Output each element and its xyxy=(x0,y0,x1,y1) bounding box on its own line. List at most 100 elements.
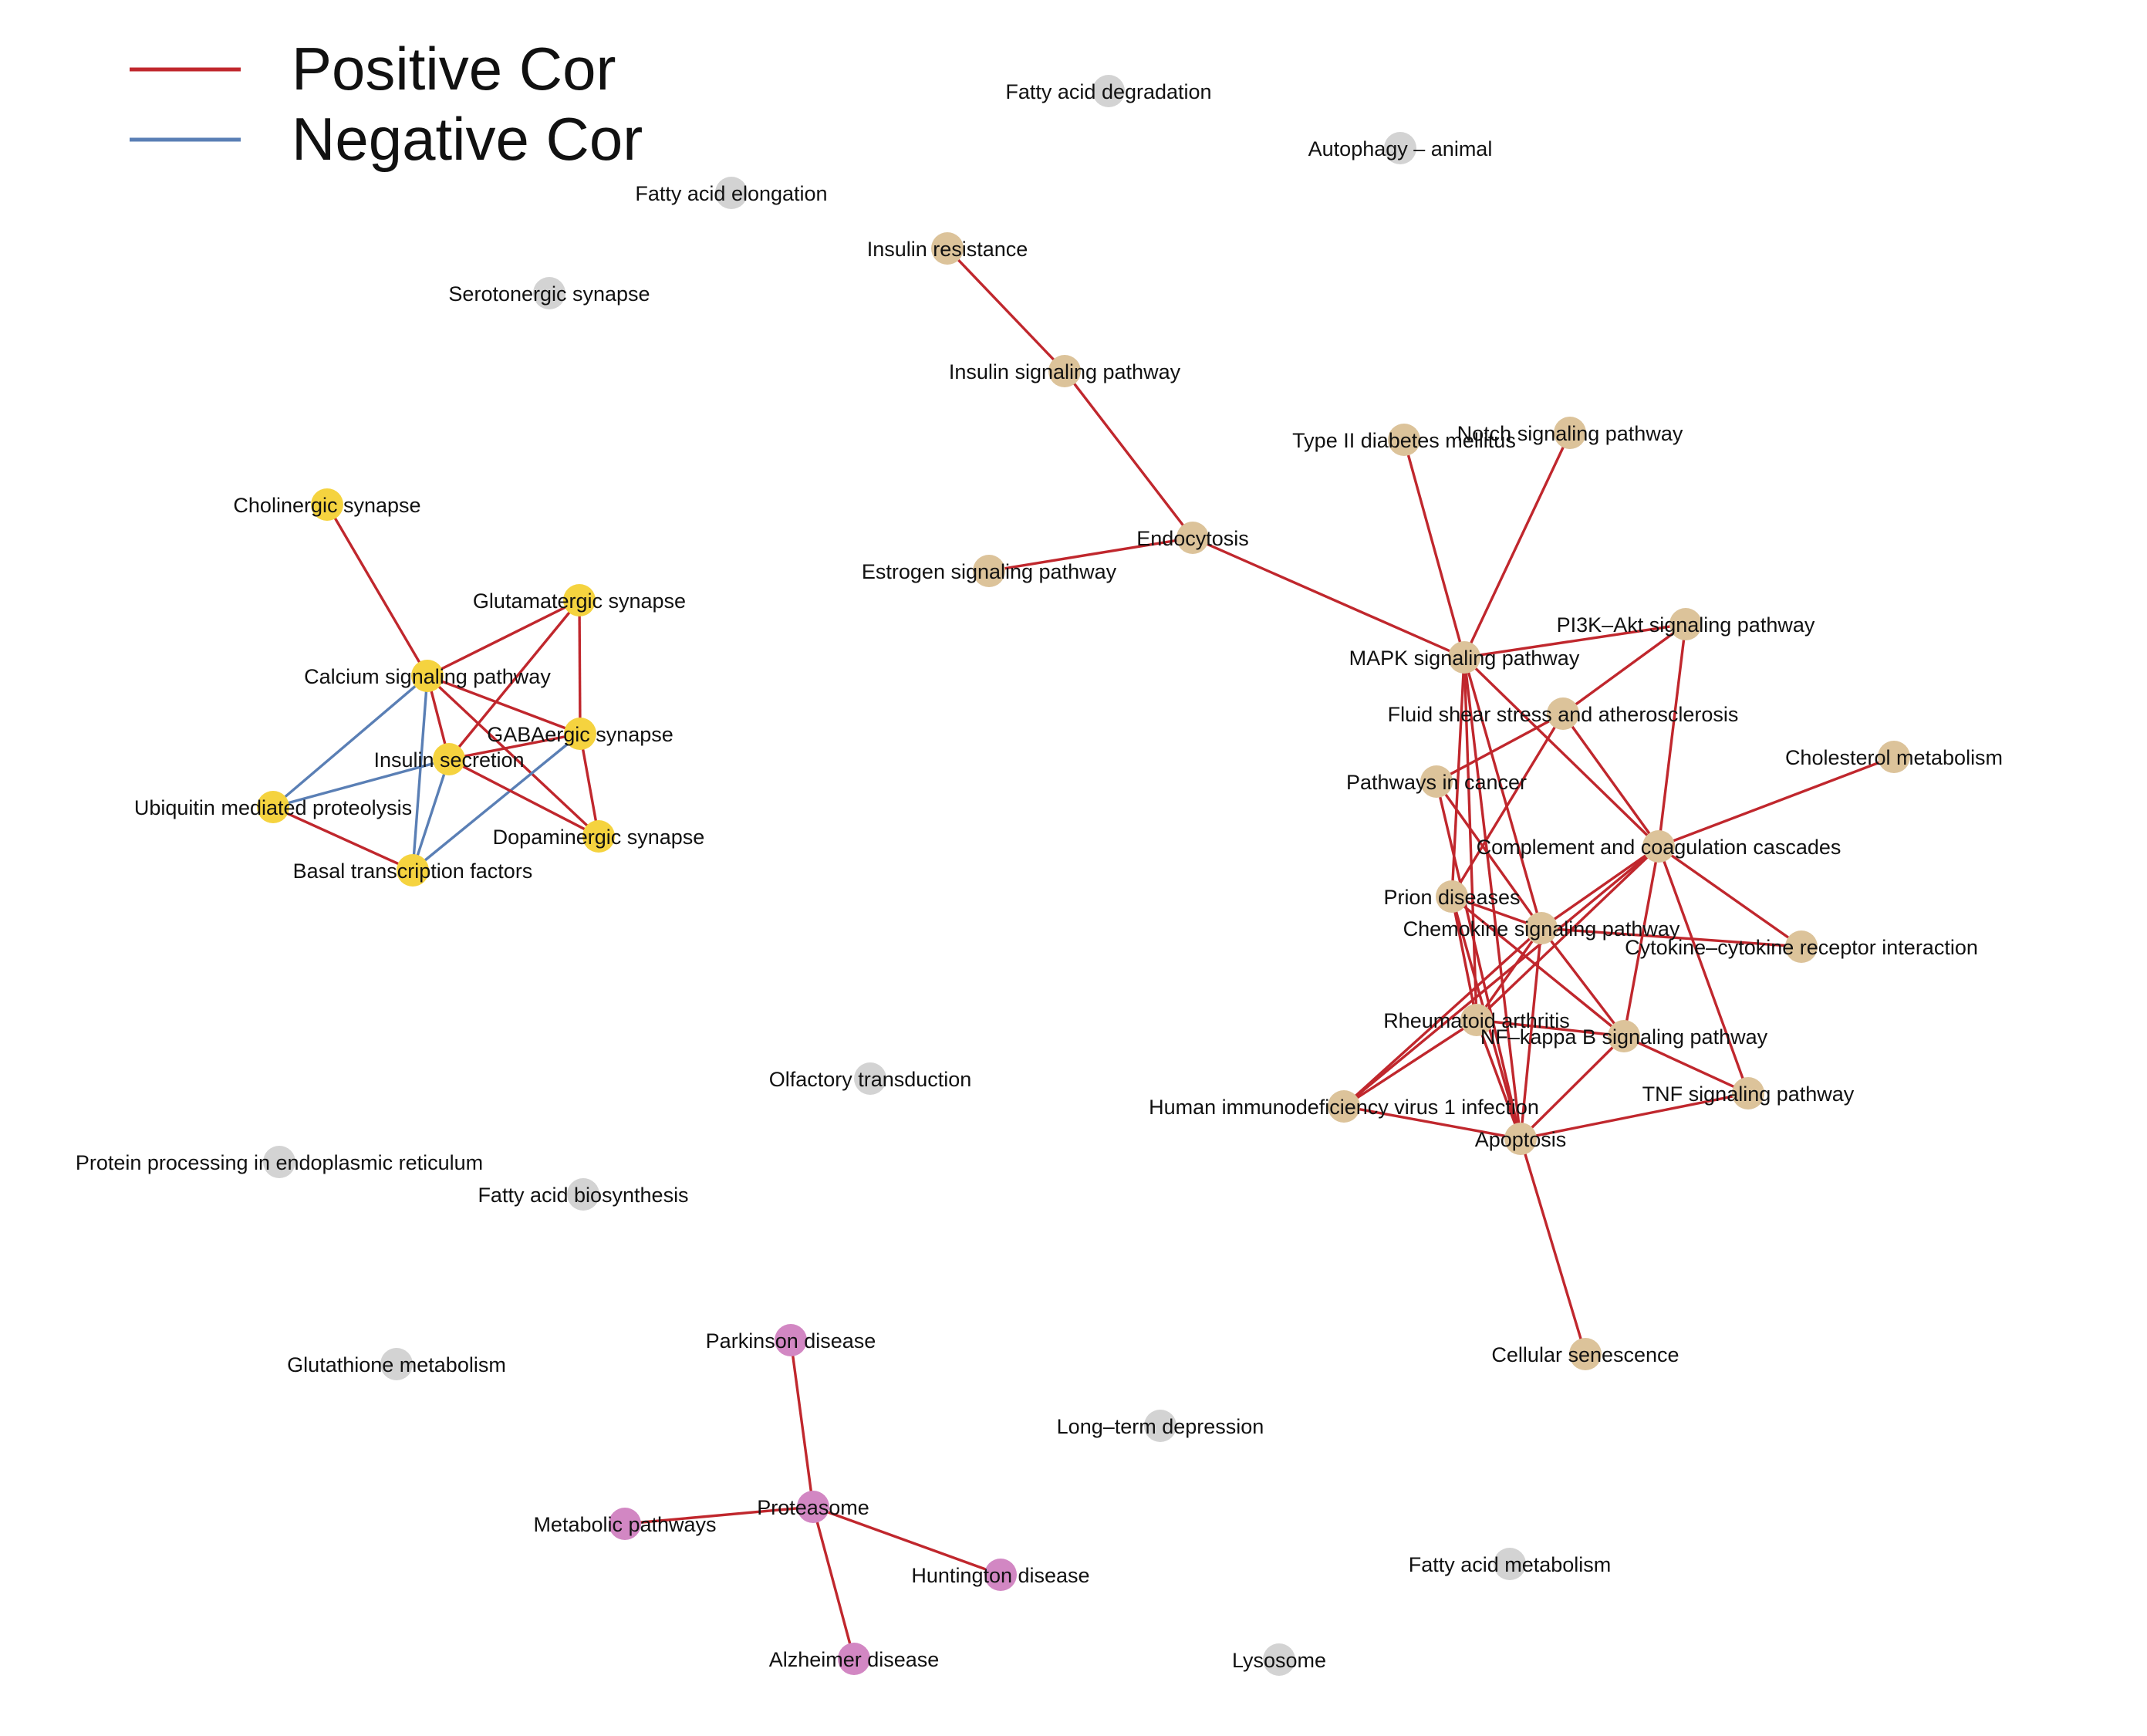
node-huntington-disease[interactable] xyxy=(984,1559,1017,1591)
node-apoptosis[interactable] xyxy=(1504,1123,1537,1155)
edge-insulin-secretion-ubiquitin xyxy=(272,758,450,809)
node-insulin-signaling-pathway[interactable] xyxy=(1048,355,1081,387)
node-endocytosis[interactable] xyxy=(1176,522,1209,554)
node-autophagy-animal[interactable] xyxy=(1384,132,1416,164)
node-cholinergic-synapse[interactable] xyxy=(311,488,343,521)
node-complement[interactable] xyxy=(1642,830,1675,863)
edge-complement-cytokine xyxy=(1658,845,1802,948)
edge-chemokine-hiv-infection xyxy=(1342,927,1543,1108)
node-ubiquitin[interactable] xyxy=(257,791,289,823)
node-fluid-shear[interactable] xyxy=(1547,697,1579,730)
node-label-calcium-signaling: Calcium signaling pathway xyxy=(304,665,551,688)
node-label-tnf-signaling: TNF signaling pathway xyxy=(1642,1082,1855,1106)
node-chemokine[interactable] xyxy=(1525,912,1558,944)
node-estrogen-signaling[interactable] xyxy=(973,555,1005,587)
node-alzheimer-disease[interactable] xyxy=(838,1643,870,1675)
edge-hiv-infection-apoptosis xyxy=(1343,1105,1521,1140)
labels-layer: Fatty acid degradation Autophagy – animal… xyxy=(76,80,2003,1672)
edge-proteasome-huntington-disease xyxy=(812,1505,1001,1576)
node-basal-transcription[interactable] xyxy=(397,854,429,887)
node-label-protein-processing-er: Protein processing in endoplasmic reticu… xyxy=(76,1151,483,1174)
edge-complement-hiv-infection xyxy=(1342,845,1660,1108)
node-long-term-depression[interactable] xyxy=(1144,1410,1176,1442)
node-label-cholinergic-synapse: Cholinergic synapse xyxy=(233,494,420,517)
node-label-cytokine: Cytokine–cytokine receptor interaction xyxy=(1625,936,1978,959)
node-lysosome[interactable] xyxy=(1263,1643,1295,1676)
node-pathways-in-cancer[interactable] xyxy=(1420,765,1453,798)
node-label-insulin-resistance: Insulin resistance xyxy=(867,238,1028,261)
node-gabaergic-synapse[interactable] xyxy=(564,718,596,750)
node-olfactory-transduction[interactable] xyxy=(854,1062,886,1095)
edge-calcium-signaling-gabaergic-synapse xyxy=(427,674,581,735)
edge-complement-chemokine xyxy=(1541,845,1659,930)
edge-pi3k-akt-complement xyxy=(1657,623,1687,847)
edge-rheumatoid-arthritis-nf-kappa-b xyxy=(1476,1018,1625,1038)
edge-ubiquitin-basal-transcription xyxy=(272,806,414,872)
node-cellular-senescence[interactable] xyxy=(1569,1338,1602,1370)
node-label-nf-kappa-b: NF–kappa B signaling pathway xyxy=(1480,1025,1768,1049)
node-insulin-resistance[interactable] xyxy=(931,232,964,265)
edge-fluid-shear-pathways-in-cancer xyxy=(1436,712,1564,783)
node-label-fatty-acid-biosynthesis: Fatty acid biosynthesis xyxy=(478,1184,688,1207)
edge-fluid-shear-complement xyxy=(1561,713,1660,847)
edge-cholinergic-synapse-calcium-signaling xyxy=(326,504,429,677)
edge-chemokine-apoptosis xyxy=(1519,927,1543,1140)
node-insulin-secretion[interactable] xyxy=(433,743,465,775)
node-cholesterol-metabolism[interactable] xyxy=(1878,741,1910,773)
node-label-cellular-senescence: Cellular senescence xyxy=(1491,1343,1679,1366)
node-label-pathways-in-cancer: Pathways in cancer xyxy=(1346,771,1527,794)
node-metabolic-pathways[interactable] xyxy=(609,1508,641,1540)
node-label-metabolic-pathways: Metabolic pathways xyxy=(533,1513,716,1536)
node-label-fatty-acid-elongation: Fatty acid elongation xyxy=(635,182,827,205)
node-parkinson-disease[interactable] xyxy=(775,1324,807,1356)
edge-complement-nf-kappa-b xyxy=(1622,846,1660,1037)
node-label-lysosome: Lysosome xyxy=(1232,1649,1326,1672)
edge-pi3k-akt-fluid-shear xyxy=(1561,623,1687,715)
node-nf-kappa-b[interactable] xyxy=(1608,1020,1640,1052)
node-notch-signaling[interactable] xyxy=(1554,417,1586,449)
node-label-glutathione-metabolism: Glutathione metabolism xyxy=(287,1353,506,1376)
edge-fluid-shear-prion-diseases xyxy=(1450,713,1565,897)
node-glutamatergic-synapse[interactable] xyxy=(563,584,596,616)
node-serotonergic-synapse[interactable] xyxy=(533,277,565,309)
edge-apoptosis-cellular-senescence xyxy=(1519,1138,1587,1355)
edge-nf-kappa-b-apoptosis xyxy=(1519,1035,1625,1140)
node-label-basal-transcription: Basal transcription factors xyxy=(293,860,533,883)
node-pi3k-akt[interactable] xyxy=(1669,608,1702,640)
legend-negative-label: Negative Cor xyxy=(292,105,643,173)
node-mapk[interactable] xyxy=(1448,641,1480,674)
node-label-hiv-infection: Human immunodeficiency virus 1 infection xyxy=(1149,1096,1539,1119)
node-cytokine[interactable] xyxy=(1785,930,1818,963)
node-label-mapk: MAPK signaling pathway xyxy=(1349,647,1580,670)
edge-mapk-pi3k-akt xyxy=(1463,623,1686,659)
node-fatty-acid-biosynthesis[interactable] xyxy=(567,1178,599,1211)
edge-cholesterol-metabolism-complement xyxy=(1658,755,1895,848)
node-tnf-signaling[interactable] xyxy=(1732,1077,1764,1109)
node-label-rheumatoid-arthritis: Rheumatoid arthritis xyxy=(1383,1009,1570,1032)
node-fatty-acid-elongation[interactable] xyxy=(715,177,748,209)
edge-complement-tnf-signaling xyxy=(1657,846,1750,1094)
node-label-gabaergic-synapse: GABAergic synapse xyxy=(487,723,673,746)
node-calcium-signaling[interactable] xyxy=(411,660,444,692)
node-fatty-acid-metabolism[interactable] xyxy=(1494,1548,1526,1580)
edge-type-ii-diabetes-mapk xyxy=(1403,439,1466,658)
node-protein-processing-er[interactable] xyxy=(263,1146,295,1178)
legend-positive-label: Positive Cor xyxy=(292,35,616,103)
node-proteasome[interactable] xyxy=(797,1491,829,1523)
edge-calcium-signaling-basal-transcription xyxy=(411,675,429,871)
node-hiv-infection[interactable] xyxy=(1328,1090,1360,1123)
edge-mapk-complement xyxy=(1463,656,1660,848)
node-rheumatoid-arthritis[interactable] xyxy=(1460,1004,1493,1036)
edge-insulin-secretion-basal-transcription xyxy=(411,758,451,871)
node-glutathione-metabolism[interactable] xyxy=(380,1348,413,1380)
edge-rheumatoid-arthritis-apoptosis xyxy=(1475,1019,1522,1140)
node-fatty-acid-degradation[interactable] xyxy=(1092,75,1125,107)
node-label-parkinson-disease: Parkinson disease xyxy=(706,1329,876,1353)
node-prion-diseases[interactable] xyxy=(1436,880,1468,913)
node-label-endocytosis: Endocytosis xyxy=(1136,527,1249,550)
edge-chemokine-nf-kappa-b xyxy=(1540,927,1625,1038)
node-dopaminergic-synapse[interactable] xyxy=(582,820,615,853)
edge-pathways-in-cancer-chemokine xyxy=(1435,781,1543,929)
node-type-ii-diabetes[interactable] xyxy=(1388,424,1420,456)
edge-calcium-signaling-glutamatergic-synapse xyxy=(427,599,580,677)
